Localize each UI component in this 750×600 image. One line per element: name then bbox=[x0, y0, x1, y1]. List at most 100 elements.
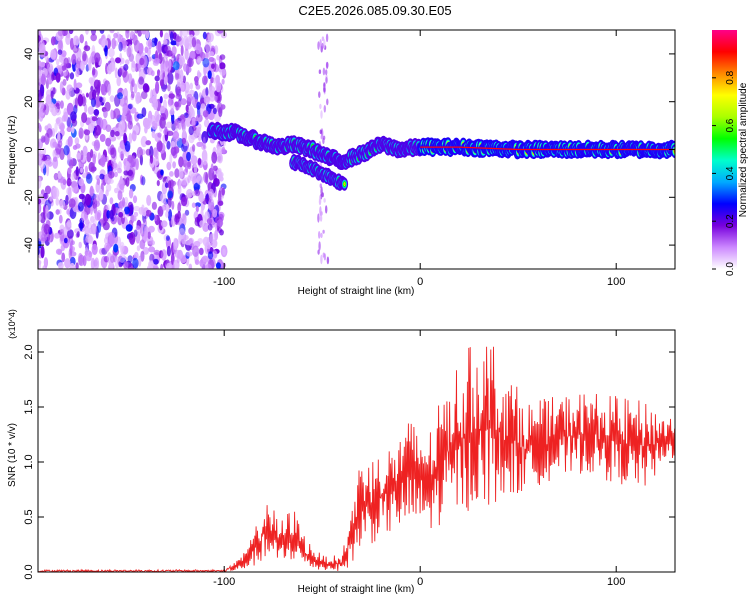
noise-blob bbox=[220, 104, 226, 110]
noise-blob bbox=[206, 218, 213, 225]
noise-blob bbox=[159, 30, 163, 38]
noise-blob bbox=[63, 145, 70, 156]
streak-blob bbox=[323, 82, 326, 87]
noise-blob bbox=[90, 149, 94, 158]
noise-blob bbox=[116, 76, 121, 87]
noise-blob bbox=[46, 163, 50, 177]
noise-blob bbox=[53, 172, 59, 181]
noise-blob bbox=[80, 167, 84, 174]
noise-blob bbox=[126, 46, 132, 58]
noise-blob bbox=[105, 137, 112, 147]
noise-blob bbox=[215, 262, 221, 269]
noise-blob bbox=[195, 205, 199, 213]
noise-blob bbox=[100, 83, 105, 96]
spectrogram-ticks: -100 0 100 -40 -20 0 20 40 bbox=[23, 30, 675, 288]
noise-blob bbox=[63, 107, 68, 121]
noise-blob bbox=[85, 30, 89, 35]
noise-blob bbox=[84, 225, 90, 236]
noise-blob bbox=[169, 108, 175, 116]
noise-blob bbox=[124, 59, 130, 65]
noise-blob bbox=[59, 81, 64, 94]
noise-blob bbox=[192, 144, 196, 152]
noise-blob bbox=[215, 152, 223, 163]
noise-blob bbox=[160, 113, 167, 121]
streak-blob bbox=[322, 137, 325, 145]
noise-blob bbox=[208, 57, 215, 62]
noise-blob bbox=[144, 119, 151, 130]
noise-blob bbox=[210, 163, 214, 174]
colorbar-tick-label: 0.4 bbox=[725, 166, 736, 180]
noise-blob bbox=[83, 45, 91, 52]
noise-blob bbox=[156, 180, 160, 187]
snr-panel: -100 0 100 0.0 0.5 1.0 1.5 2.0 Height of straig… bbox=[7, 309, 676, 595]
noise-blob bbox=[188, 263, 193, 269]
noise-blob bbox=[85, 173, 93, 184]
noise-blob bbox=[96, 212, 101, 221]
noise-blob bbox=[127, 103, 133, 110]
noise-blob bbox=[202, 57, 210, 68]
noise-blob bbox=[216, 54, 220, 61]
noise-blob bbox=[146, 194, 152, 206]
streak-blob bbox=[322, 67, 326, 76]
noise-blob bbox=[212, 77, 218, 84]
noise-blob bbox=[151, 201, 157, 210]
noise-blob bbox=[90, 51, 96, 63]
snr-x-tick-label: 100 bbox=[607, 576, 625, 588]
noise-blob bbox=[154, 75, 160, 82]
noise-blob bbox=[75, 166, 79, 177]
noise-blob bbox=[130, 80, 134, 94]
noise-blob bbox=[132, 195, 138, 204]
noise-blob bbox=[184, 47, 189, 60]
noise-blob bbox=[104, 101, 111, 112]
noise-blob bbox=[43, 223, 51, 235]
noise-blob bbox=[77, 201, 84, 212]
noise-blob bbox=[203, 95, 211, 104]
noise-blob bbox=[173, 237, 178, 251]
streak-blob bbox=[323, 87, 326, 93]
noise-blob bbox=[128, 132, 133, 145]
noise-blob bbox=[175, 36, 182, 42]
noise-blob bbox=[174, 168, 180, 179]
colorbar-tick-label: 0.2 bbox=[725, 214, 736, 228]
noise-blob bbox=[110, 147, 117, 159]
noise-blob bbox=[78, 241, 82, 249]
noise-blob bbox=[113, 108, 121, 119]
noise-blob bbox=[178, 180, 182, 189]
noise-blob bbox=[159, 79, 164, 87]
noise-blob bbox=[166, 245, 171, 257]
noise-blob bbox=[62, 69, 69, 77]
noise-blob bbox=[61, 30, 68, 36]
streak-blob bbox=[317, 41, 320, 50]
noise-blob bbox=[55, 197, 60, 206]
noise-blob bbox=[96, 178, 101, 186]
noise-blob bbox=[38, 214, 42, 222]
noise-blob bbox=[118, 253, 126, 263]
streak-blob bbox=[319, 103, 322, 110]
noise-blob bbox=[54, 108, 62, 116]
noise-blob bbox=[38, 259, 42, 266]
noise-blob bbox=[57, 172, 62, 180]
streak-blob bbox=[319, 183, 322, 189]
noise-blob bbox=[93, 203, 98, 214]
noise-blob bbox=[41, 74, 47, 86]
streak-blob bbox=[321, 42, 324, 50]
spectrogram-ridge-layer bbox=[206, 121, 675, 191]
noise-blob bbox=[59, 199, 66, 209]
noise-blob bbox=[186, 251, 193, 257]
streak-blob bbox=[323, 105, 326, 113]
noise-blob bbox=[170, 146, 177, 157]
noise-blob bbox=[192, 245, 200, 257]
noise-blob bbox=[123, 132, 127, 144]
noise-blob bbox=[207, 223, 213, 231]
noise-blob bbox=[151, 130, 156, 139]
noise-blob bbox=[167, 190, 173, 199]
noise-blob bbox=[110, 109, 114, 120]
noise-blob bbox=[187, 160, 192, 170]
noise-blob bbox=[211, 151, 218, 164]
noise-blob bbox=[207, 251, 214, 260]
noise-blob bbox=[99, 173, 105, 180]
noise-blob bbox=[132, 257, 139, 269]
noise-blob bbox=[174, 101, 179, 108]
snr-y-axis-label: SNR (10 * v/v) bbox=[7, 423, 18, 487]
noise-blob bbox=[197, 157, 202, 166]
